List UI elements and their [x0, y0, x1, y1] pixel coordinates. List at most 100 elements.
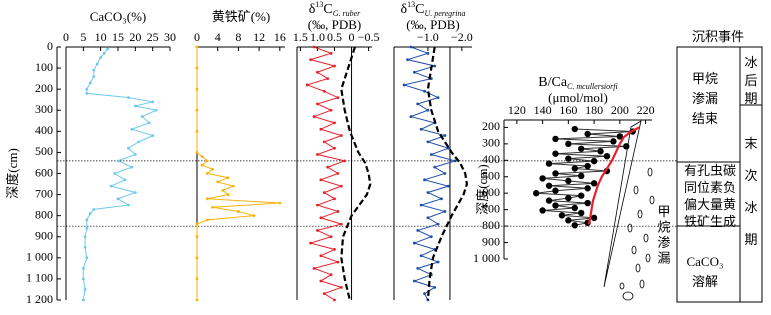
bubble: [637, 209, 643, 219]
event-line: 渗漏: [692, 91, 718, 106]
y-tick-label: 900: [35, 229, 53, 243]
data-point: [312, 115, 316, 118]
data-point: [195, 87, 199, 91]
bubble: [635, 263, 641, 273]
data-point: [221, 188, 225, 192]
data-point: [558, 212, 566, 219]
x-tick-label: 0.5: [327, 30, 342, 44]
title-sup: 13: [315, 0, 323, 9]
data-point: [443, 210, 447, 213]
data-point: [565, 140, 572, 148]
data-point: [126, 203, 130, 207]
x-tick-label: 20: [129, 30, 141, 44]
data-point: [237, 210, 240, 213]
data-point: [83, 288, 87, 291]
x-tick-label: 4: [215, 30, 221, 44]
data-point: [322, 140, 326, 144]
panel-unit: (‰, PDB): [308, 17, 361, 32]
data-point: [322, 191, 326, 194]
event-line: 冰: [744, 200, 757, 215]
data-point: [85, 91, 89, 95]
event-line: 期: [744, 232, 757, 247]
data-point: [205, 172, 209, 175]
data-point: [545, 182, 553, 189]
data-point: [552, 150, 559, 157]
x-tick-label: −2.0: [451, 30, 473, 44]
data-point: [590, 214, 598, 222]
data-point: [419, 127, 423, 131]
data-point: [140, 115, 144, 118]
data-point: [584, 130, 591, 138]
event-text: 甲烷渗漏结束: [692, 71, 718, 126]
data-point: [88, 212, 92, 215]
x-tick-label: 15: [112, 30, 124, 44]
bubble: [643, 233, 649, 243]
table-header: 沉积事件: [692, 29, 744, 44]
x-tick-label: 0: [63, 30, 69, 44]
data-point: [137, 140, 141, 144]
data-point: [195, 277, 199, 281]
x-tick-label: 10: [95, 30, 107, 44]
data-point: [333, 248, 336, 251]
y-tick-label: 200: [482, 119, 500, 133]
y-tick-label: 400: [35, 123, 53, 137]
data-point: [423, 178, 426, 182]
data-point: [99, 56, 103, 59]
data-point: [552, 170, 559, 177]
data-point: [133, 191, 137, 194]
bubble: [649, 195, 655, 205]
data-point: [416, 266, 420, 270]
data-point: [443, 172, 447, 175]
data-point: [92, 68, 96, 72]
data-point: [113, 172, 116, 175]
data-point: [571, 165, 578, 172]
y-tick-label: 200: [35, 81, 53, 95]
data-point: [336, 210, 340, 213]
x-tick-label: 220: [637, 103, 655, 117]
data-point: [552, 202, 559, 209]
data-point: [329, 108, 333, 112]
event-line: 次: [744, 168, 757, 183]
data-point: [278, 201, 282, 205]
event-line: 甲: [657, 204, 670, 219]
data-point: [319, 216, 323, 220]
data-point: [92, 75, 96, 78]
x-tick-label: −0.5: [358, 30, 380, 44]
bubble: [619, 282, 625, 290]
data-point: [578, 145, 585, 152]
panel-title: δ13CU. peregrina: [401, 0, 466, 18]
data-point: [419, 203, 423, 207]
data-point: [83, 235, 87, 239]
data-point: [231, 184, 235, 188]
event-line: 冰: [744, 55, 757, 70]
data-point: [195, 256, 199, 260]
seep-bubbles: [619, 167, 655, 301]
data-point: [195, 151, 199, 154]
bubble: [631, 245, 637, 255]
data-point: [319, 254, 323, 258]
data-point: [333, 146, 336, 150]
data-point: [336, 172, 340, 175]
data-point: [433, 64, 437, 68]
data-point: [151, 100, 155, 104]
data-point: [305, 83, 309, 87]
y-tick-label: 1 200: [26, 292, 53, 306]
data-point: [309, 58, 313, 62]
data-point: [578, 172, 585, 180]
data-point: [322, 292, 326, 296]
x-tick-label: 200: [611, 103, 629, 117]
data-point: [326, 77, 330, 81]
data-point: [584, 199, 591, 207]
y-tick-label: 500: [482, 169, 500, 183]
y-tick-label: 600: [35, 165, 53, 179]
data-point: [409, 45, 413, 49]
y-tick-label: 1 000: [473, 251, 500, 265]
data-point: [402, 83, 406, 87]
event-line: 烷: [657, 219, 670, 234]
data-point: [195, 66, 199, 70]
y-tick-label: 1 000: [26, 250, 53, 264]
data-point: [126, 96, 130, 99]
data-point: [195, 222, 199, 226]
data-point: [130, 165, 134, 169]
data-point: [81, 266, 85, 270]
